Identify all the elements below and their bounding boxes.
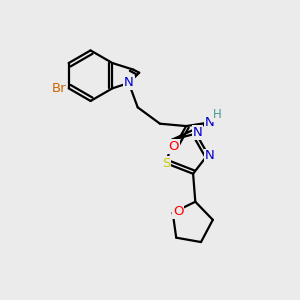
Text: N: N — [193, 126, 202, 139]
Text: N: N — [205, 149, 214, 162]
Text: H: H — [213, 108, 222, 121]
Text: N: N — [124, 76, 134, 89]
Text: S: S — [162, 157, 170, 170]
Text: O: O — [168, 140, 178, 153]
Text: O: O — [173, 205, 183, 218]
Text: N: N — [205, 116, 214, 129]
Text: Br: Br — [52, 82, 67, 95]
